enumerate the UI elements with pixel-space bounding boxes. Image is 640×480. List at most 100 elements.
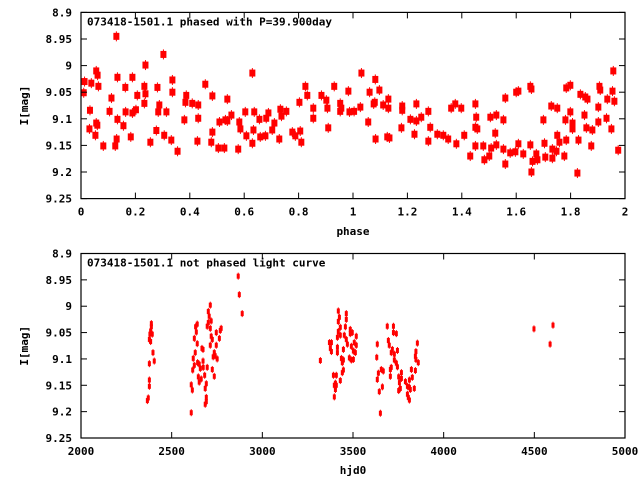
data-point [337,99,344,107]
x-tick-label: 5000 [612,445,639,458]
data-point [189,410,193,416]
data-point [237,125,244,133]
x-tick-label: 0 [78,206,85,219]
data-point [212,373,216,379]
data-point [201,346,205,352]
data-point [154,83,161,91]
data-point [189,382,193,388]
data-point [120,122,127,130]
data-point [169,76,176,84]
data-point [204,381,208,387]
data-point [381,368,385,374]
data-point [344,336,348,342]
data-point [595,118,602,126]
data-point [208,342,212,348]
data-point [215,144,222,152]
data-point [425,137,432,145]
data-point [515,140,522,148]
data-point [410,374,414,380]
data-point [161,131,168,139]
data-point [94,71,101,79]
data-point [335,350,339,356]
data-point [160,50,167,58]
data-point [210,336,214,342]
data-point [379,366,383,372]
data-point [304,91,311,99]
data-point [604,95,611,103]
data-point [376,370,380,376]
data-point [341,367,345,373]
x-tick-label: 0.6 [234,206,254,219]
data-point [575,136,582,144]
data-point [86,106,93,114]
data-point [334,382,338,388]
data-point [341,357,345,363]
y-tick-label: 8.95 [46,33,73,46]
data-point [492,129,499,137]
data-point [427,123,434,131]
data-point [277,105,284,113]
data-point [615,146,622,154]
data-point [283,107,290,115]
data-point [366,88,373,96]
data-point [405,383,409,389]
data-point [493,141,500,149]
data-point [338,324,342,330]
data-point [333,387,337,393]
data-point [597,86,604,94]
data-point [340,360,344,366]
data-point [561,152,568,160]
data-point [358,69,365,77]
data-point [324,104,331,112]
data-point [201,358,205,364]
data-point [147,377,151,383]
data-point [318,91,325,99]
data-point [209,333,213,339]
data-point [169,88,176,96]
data-point [416,360,420,366]
data-point [296,98,303,106]
data-point [228,111,235,119]
data-point [129,73,136,81]
data-point [452,100,459,108]
data-point [397,388,401,394]
data-point [337,314,341,320]
data-point [204,394,208,400]
data-point [81,78,88,86]
data-point [325,124,332,132]
data-point [596,82,603,90]
data-point [392,357,396,363]
data-point [391,330,395,336]
data-point [377,389,381,395]
panel-phased: 8.9 8.95 9 9.05 9.1 9.15 9.2 9.25 0 0.2 0.4 0.6 0.8 1… [18,6,628,238]
data-point [310,114,317,122]
data-point [493,111,500,119]
data-point [257,133,264,141]
data-point [395,364,399,370]
data-point [168,136,175,144]
data-point [399,370,403,376]
data-point [577,90,584,98]
x-axis-label: hjd0 [340,464,367,477]
data-point [595,103,602,111]
data-point [548,102,555,110]
data-point [372,135,379,143]
data-point [262,132,269,140]
x-tick-label: 2 [622,206,629,219]
data-point [242,108,249,116]
data-point [461,131,468,139]
data-point [528,85,535,93]
data-point [86,125,93,133]
chart-title: 073418-1501.1 phased with P=39.900day [87,15,332,28]
data-point [388,373,392,379]
data-point [386,134,393,142]
y-tick-label: 9.15 [46,379,73,392]
data-point [554,104,561,112]
data-point [205,364,209,370]
data-point [147,361,151,367]
data-point [194,324,198,330]
y-tick-label: 9 [65,300,72,313]
y-tick-label: 9.25 [46,193,73,206]
data-point [353,350,357,356]
y-tick-label: 9.1 [52,353,72,366]
